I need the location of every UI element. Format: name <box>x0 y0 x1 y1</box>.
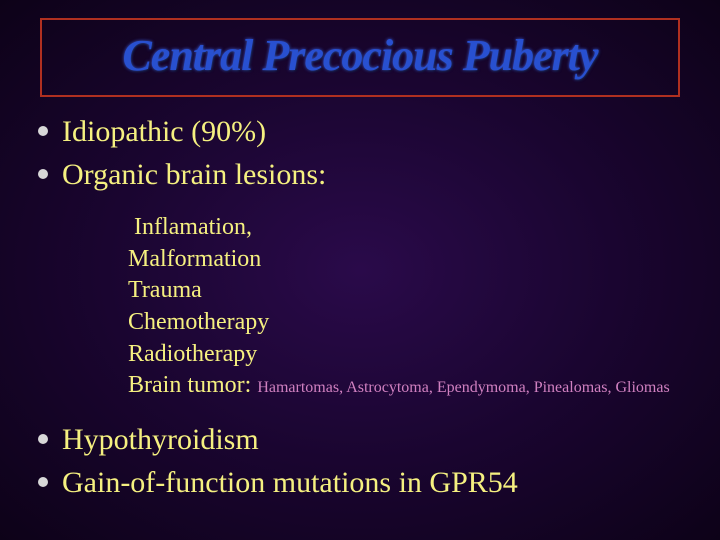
bullet-text: Hypothyroidism <box>62 420 259 459</box>
sub-item: Inflamation, <box>134 212 690 244</box>
sub-item: Malformation <box>128 244 690 276</box>
bullet-item: Gain-of-function mutations in GPR54 <box>38 463 690 502</box>
bullet-item: Idiopathic (90%) <box>38 112 690 151</box>
sub-item-tumor: Brain tumor: Hamartomas, Astrocytoma, Ep… <box>128 370 690 402</box>
tumor-detail: Hamartomas, Astrocytoma, Ependymoma, Pin… <box>257 379 669 396</box>
bullet-text: Gain-of-function mutations in GPR54 <box>62 463 518 502</box>
bullet-item: Hypothyroidism <box>38 420 690 459</box>
sub-item: Radiotherapy <box>128 339 690 371</box>
bullet-icon <box>38 169 48 179</box>
sub-item: Chemotherapy <box>128 307 690 339</box>
bullet-text: Idiopathic (90%) <box>62 112 266 151</box>
bullet-icon <box>38 477 48 487</box>
tumor-label: Brain tumor: <box>128 372 251 398</box>
slide-title: Central Precocious Puberty <box>62 30 658 81</box>
sub-item: Trauma <box>128 275 690 307</box>
bullet-icon <box>38 126 48 136</box>
bullet-icon <box>38 434 48 444</box>
content-area: Idiopathic (90%) Organic brain lesions: … <box>38 112 690 506</box>
bullet-item: Organic brain lesions: <box>38 155 690 194</box>
sub-list: Inflamation, Malformation Trauma Chemoth… <box>128 212 690 402</box>
title-box: Central Precocious Puberty <box>40 18 680 97</box>
bullet-text: Organic brain lesions: <box>62 155 326 194</box>
